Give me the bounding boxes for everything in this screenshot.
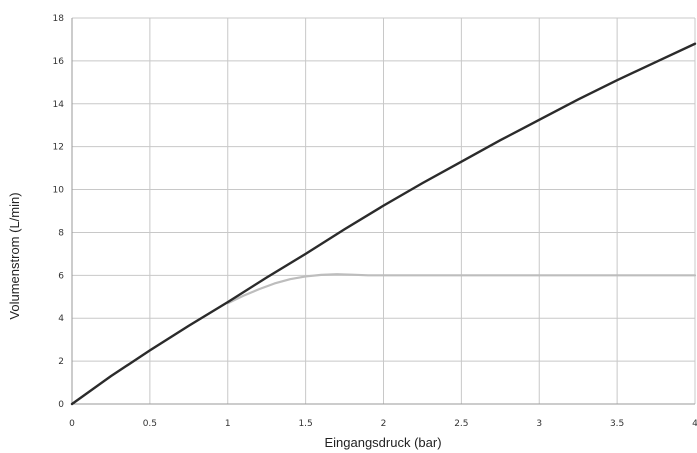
series-line-2 (226, 273, 697, 305)
x-tick-label: 2 (381, 419, 387, 429)
y-tick-label: 4 (58, 314, 64, 324)
y-tick-label: 16 (53, 57, 65, 67)
y-tick-label: 12 (53, 143, 64, 153)
x-axis-label: Eingangsdruck (bar) (324, 435, 441, 450)
y-tick-label: 18 (53, 14, 65, 24)
series-layer (70, 42, 697, 406)
y-tick-label: 10 (53, 186, 65, 196)
y-tick-label: 2 (58, 357, 64, 367)
y-tick-label: 6 (58, 271, 64, 281)
x-tick-label: 0 (69, 419, 75, 429)
x-tick-label: 3.5 (610, 419, 624, 429)
y-tick-label: 8 (58, 228, 64, 238)
y-axis-ticks: 0 2 4 6 8 10 12 14 16 18 (53, 14, 65, 410)
y-tick-label: 14 (53, 100, 65, 110)
x-tick-label: 4 (692, 419, 697, 429)
x-tick-label: 1 (225, 419, 231, 429)
x-tick-label: 3 (536, 419, 542, 429)
x-tick-label: 2.5 (454, 419, 468, 429)
grid (71, 17, 696, 405)
x-tick-label: 0.5 (143, 419, 157, 429)
y-tick-label: 0 (58, 400, 64, 410)
x-axis-ticks: 0 0.5 1 1.5 2 2.5 3 3.5 4 (69, 419, 697, 429)
x-tick-label: 1.5 (298, 419, 312, 429)
series-line-1 (70, 42, 697, 406)
y-axis-label: Volumenstrom (L/min) (7, 192, 22, 319)
